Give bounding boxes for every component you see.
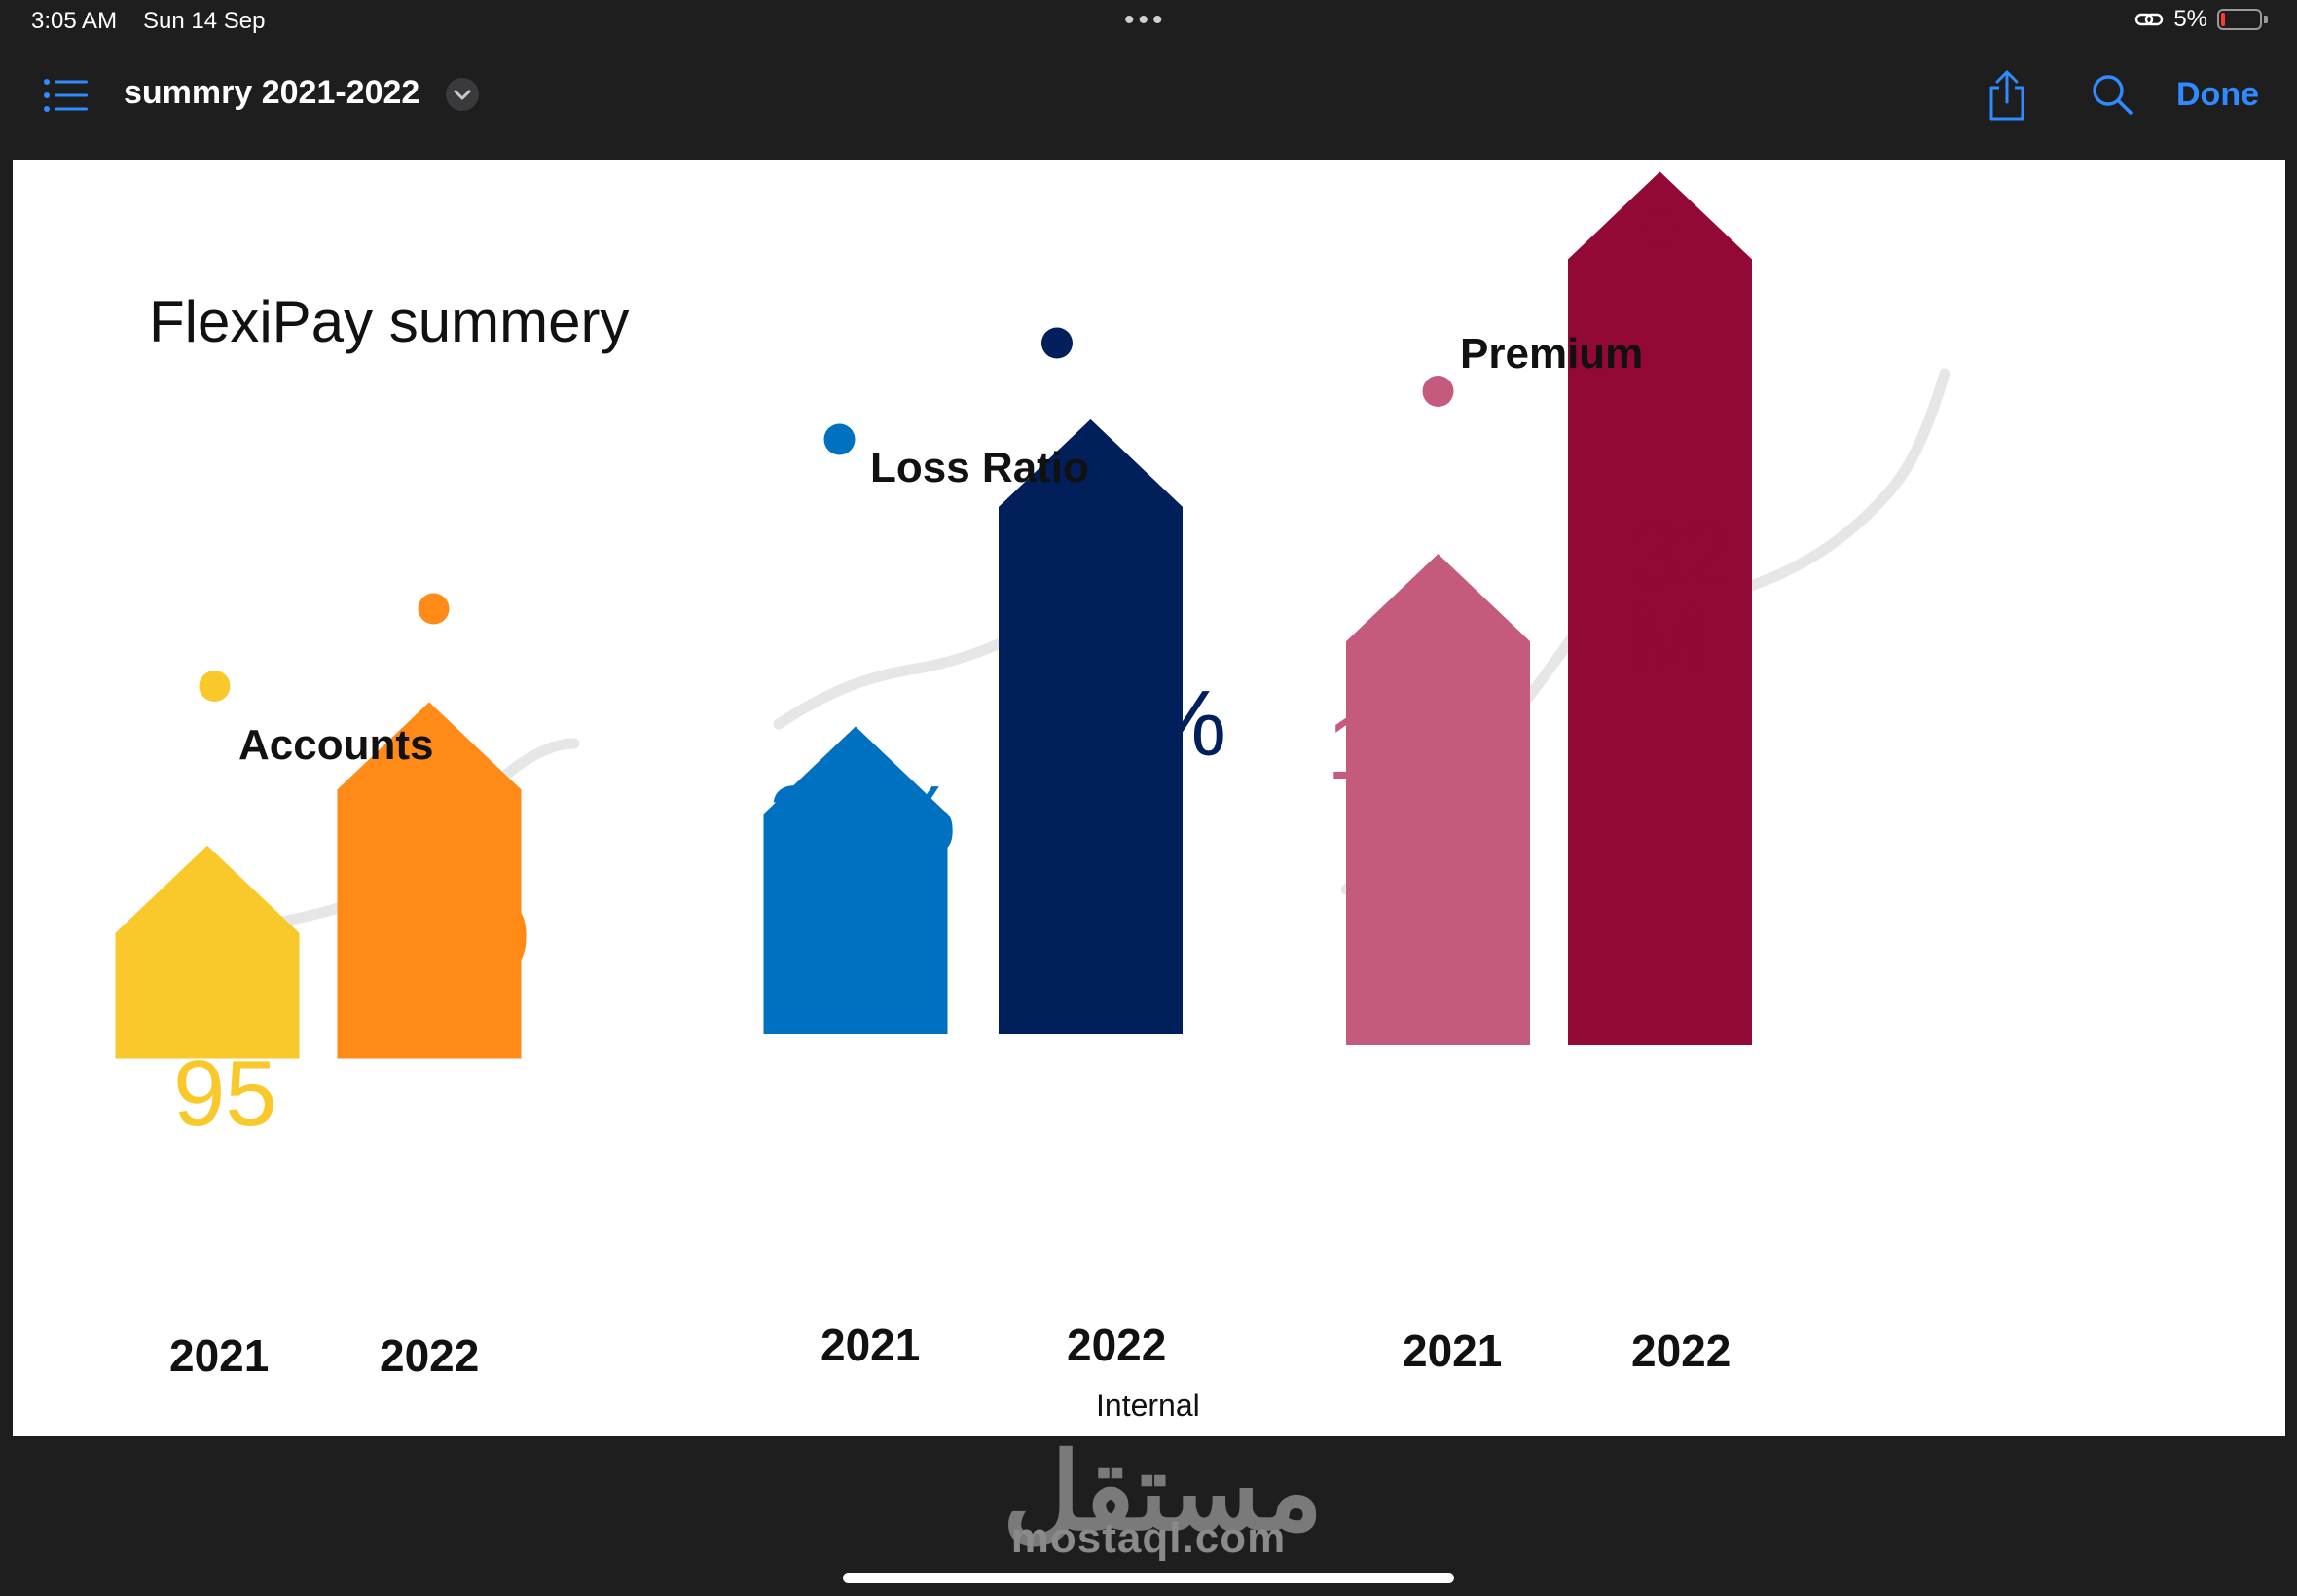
done-button[interactable]: Done	[2176, 76, 2259, 113]
data-label-premium-2021: 18 M	[1327, 695, 1535, 799]
watermark-latin: mostaql.com	[1010, 1514, 1287, 1562]
link-icon	[2135, 13, 2164, 26]
marker-accounts-2021	[199, 671, 231, 702]
chart-title-premium: Premium	[1460, 330, 1644, 378]
marker-loss-2021	[823, 423, 856, 455]
tick-accounts-2022: 2022	[380, 1330, 480, 1381]
marker-loss-2022	[1041, 327, 1073, 359]
bar-loss-2021	[763, 726, 948, 1034]
home-indicator[interactable]	[843, 1573, 1454, 1583]
bar-loss-2022	[999, 418, 1183, 1034]
data-label-accounts-2022: 159	[375, 886, 531, 990]
bar-accounts-2022	[337, 702, 522, 1059]
chart-canvas	[115, 171, 1951, 1059]
marker-accounts-2022	[418, 593, 450, 625]
status-bar: 3:05 AM Sun 14 Sep ••• 5%	[0, 0, 2297, 47]
bar-premium-2021	[1346, 554, 1530, 1045]
search-icon[interactable]	[2091, 73, 2133, 116]
chevron-down-icon[interactable]	[446, 78, 479, 111]
share-icon[interactable]	[1986, 70, 2028, 121]
tick-accounts-2021: 2021	[169, 1330, 270, 1381]
status-right: 5%	[2134, 6, 2268, 33]
list-menu-icon[interactable]	[43, 76, 88, 115]
tick-loss-2021: 2021	[820, 1320, 921, 1370]
nav-bar: summry 2021-2022 Done	[0, 47, 2297, 144]
bar-accounts-2021	[115, 845, 300, 1059]
document-title[interactable]: summry 2021-2022	[124, 74, 420, 111]
chart-title-accounts: Accounts	[238, 721, 434, 769]
battery-percent: 5%	[2173, 6, 2207, 32]
battery-tip	[2264, 16, 2268, 23]
data-label-loss-2021: 33%	[769, 767, 957, 871]
watermark-arabic: مستقل	[1003, 1433, 1324, 1552]
status-date: Sun 14 Sep	[143, 8, 266, 34]
marker-premium-2021	[1422, 376, 1454, 407]
data-label-premium-2022: 32 M	[1628, 502, 1732, 693]
status-time: 3:05 AM	[31, 8, 118, 34]
battery-icon	[2217, 9, 2262, 30]
tick-loss-2022: 2022	[1067, 1320, 1167, 1370]
chart-title-loss-ratio: Loss Ratio	[870, 444, 1089, 491]
data-label-accounts-2021: 95	[173, 1041, 277, 1145]
tick-premium-2021: 2021	[1403, 1325, 1503, 1376]
tick-premium-2022: 2022	[1631, 1325, 1732, 1376]
slide-title: FlexiPay summery	[149, 289, 630, 354]
bar-premium-2022	[1568, 171, 1752, 1045]
classification-label: Internal	[1096, 1388, 1200, 1423]
slide-page: FlexiPay summery Accounts Loss Ratio Pre…	[13, 160, 2285, 1436]
multitasking-dots-icon[interactable]: •••	[1124, 4, 1167, 36]
marker-premium-2022	[1644, 212, 1676, 243]
data-label-loss-2022: 66%	[1039, 671, 1227, 776]
